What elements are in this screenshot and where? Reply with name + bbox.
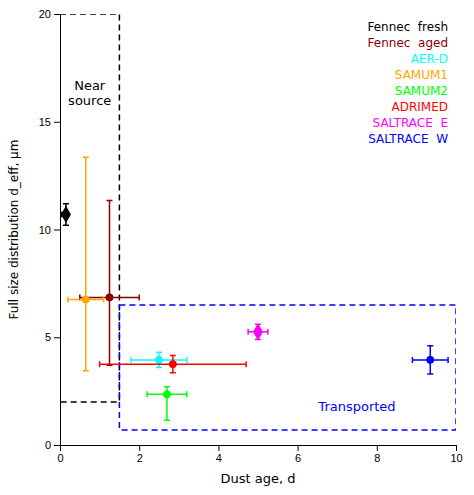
x-tick: 6 [295,445,301,464]
x-tick-label: 8 [374,452,380,464]
y-tick: 0 [45,439,60,451]
legend-entry: AER-D [411,52,448,66]
y-axis-title: Full size distribution d_eff, μm [7,140,21,320]
x-tick: 10 [450,445,462,464]
annotation: Nearsource [68,78,111,108]
legend-entry: SALTRACE W [368,132,448,146]
series-group [412,346,448,374]
y-tick-label: 0 [45,439,51,451]
series-group [147,387,187,420]
annotations: Nearsource Transported [68,78,396,413]
legend: Fennec fresh Fennec aged AER-D SAMUM1 SAMUM2… [367,20,448,146]
annotation-line: Near [74,78,106,93]
x-tick-mark [377,445,378,451]
y-error-bar [107,200,113,365]
y-tick: 15 [39,116,60,128]
point [82,296,89,303]
x-axis-title: Dust age, d [221,471,296,486]
y-error-bar [83,157,89,370]
chart-svg: 0 2 4 6 8 10 0 5 10 15 20 Dust age, d Full size dist… [0,0,474,495]
x-tick-mark [456,445,457,451]
y-error-bar [427,346,433,374]
y-tick-mark [54,14,60,15]
y-error-bar [156,352,162,367]
point [61,207,70,223]
point [155,356,162,363]
x-tick: 8 [374,445,380,464]
y-tick-mark [54,122,60,123]
y-tick-label: 20 [39,8,51,20]
x-tick-label: 6 [295,452,301,464]
y-tick: 5 [45,331,60,343]
y-axis: 0 5 10 15 20 [39,8,61,451]
x-axis: 0 2 4 6 8 10 [57,445,462,464]
x-error-bar [131,357,186,363]
x-tick-label: 2 [137,452,143,464]
y-tick-mark [54,337,60,338]
series-group [100,356,247,373]
x-tick-mark [298,445,299,451]
x-error-bar [68,297,104,303]
legend-entry: SAMUM2 [395,84,448,98]
series-group [131,352,186,367]
x-tick-label: 10 [450,452,462,464]
series-group [61,204,70,226]
legend-entry: Fennec aged [368,36,448,50]
point [169,361,176,368]
annotation: Transported [317,399,395,414]
y-error-bar [170,356,176,373]
marks [60,14,456,430]
y-tick-label: 15 [39,116,51,128]
legend-entry: ADRIMED [391,100,448,114]
y-tick: 10 [39,224,60,236]
x-tick: 4 [216,445,222,464]
x-axis-line [61,446,457,452]
y-tick: 20 [39,8,60,20]
x-tick-label: 0 [57,452,63,464]
x-tick-label: 4 [216,452,222,464]
region-box [119,305,456,430]
point [106,294,113,301]
series-group [80,200,139,365]
x-error-bar [412,357,448,363]
point [427,356,434,363]
x-tick: 0 [57,445,63,464]
x-tick-mark [218,445,219,451]
y-tick-label: 10 [39,224,51,236]
x-error-bar [147,391,187,397]
y-error-bar [164,387,170,420]
series-group [248,324,268,340]
plot-area: 0 2 4 6 8 10 0 5 10 15 20 Dust age, d Full size dist… [7,8,463,486]
y-tick-mark [54,230,60,231]
legend-entry: SAMUM1 [395,68,448,82]
legend-entry: Fennec fresh [367,20,448,34]
chart-container: 0 2 4 6 8 10 0 5 10 15 20 Dust age, d Full size dist… [0,0,474,495]
point [163,391,170,398]
y-tick-mark [54,445,60,446]
y-tick-label: 5 [45,331,51,343]
point [254,324,263,340]
x-error-bar [100,361,247,367]
legend-entry: SALTRACE E [373,116,448,130]
region-box [60,14,119,402]
x-tick-mark [139,445,140,451]
x-tick: 2 [137,445,143,464]
annotation-line: source [68,93,111,108]
series-group [68,157,104,370]
y-axis-line [54,15,61,446]
